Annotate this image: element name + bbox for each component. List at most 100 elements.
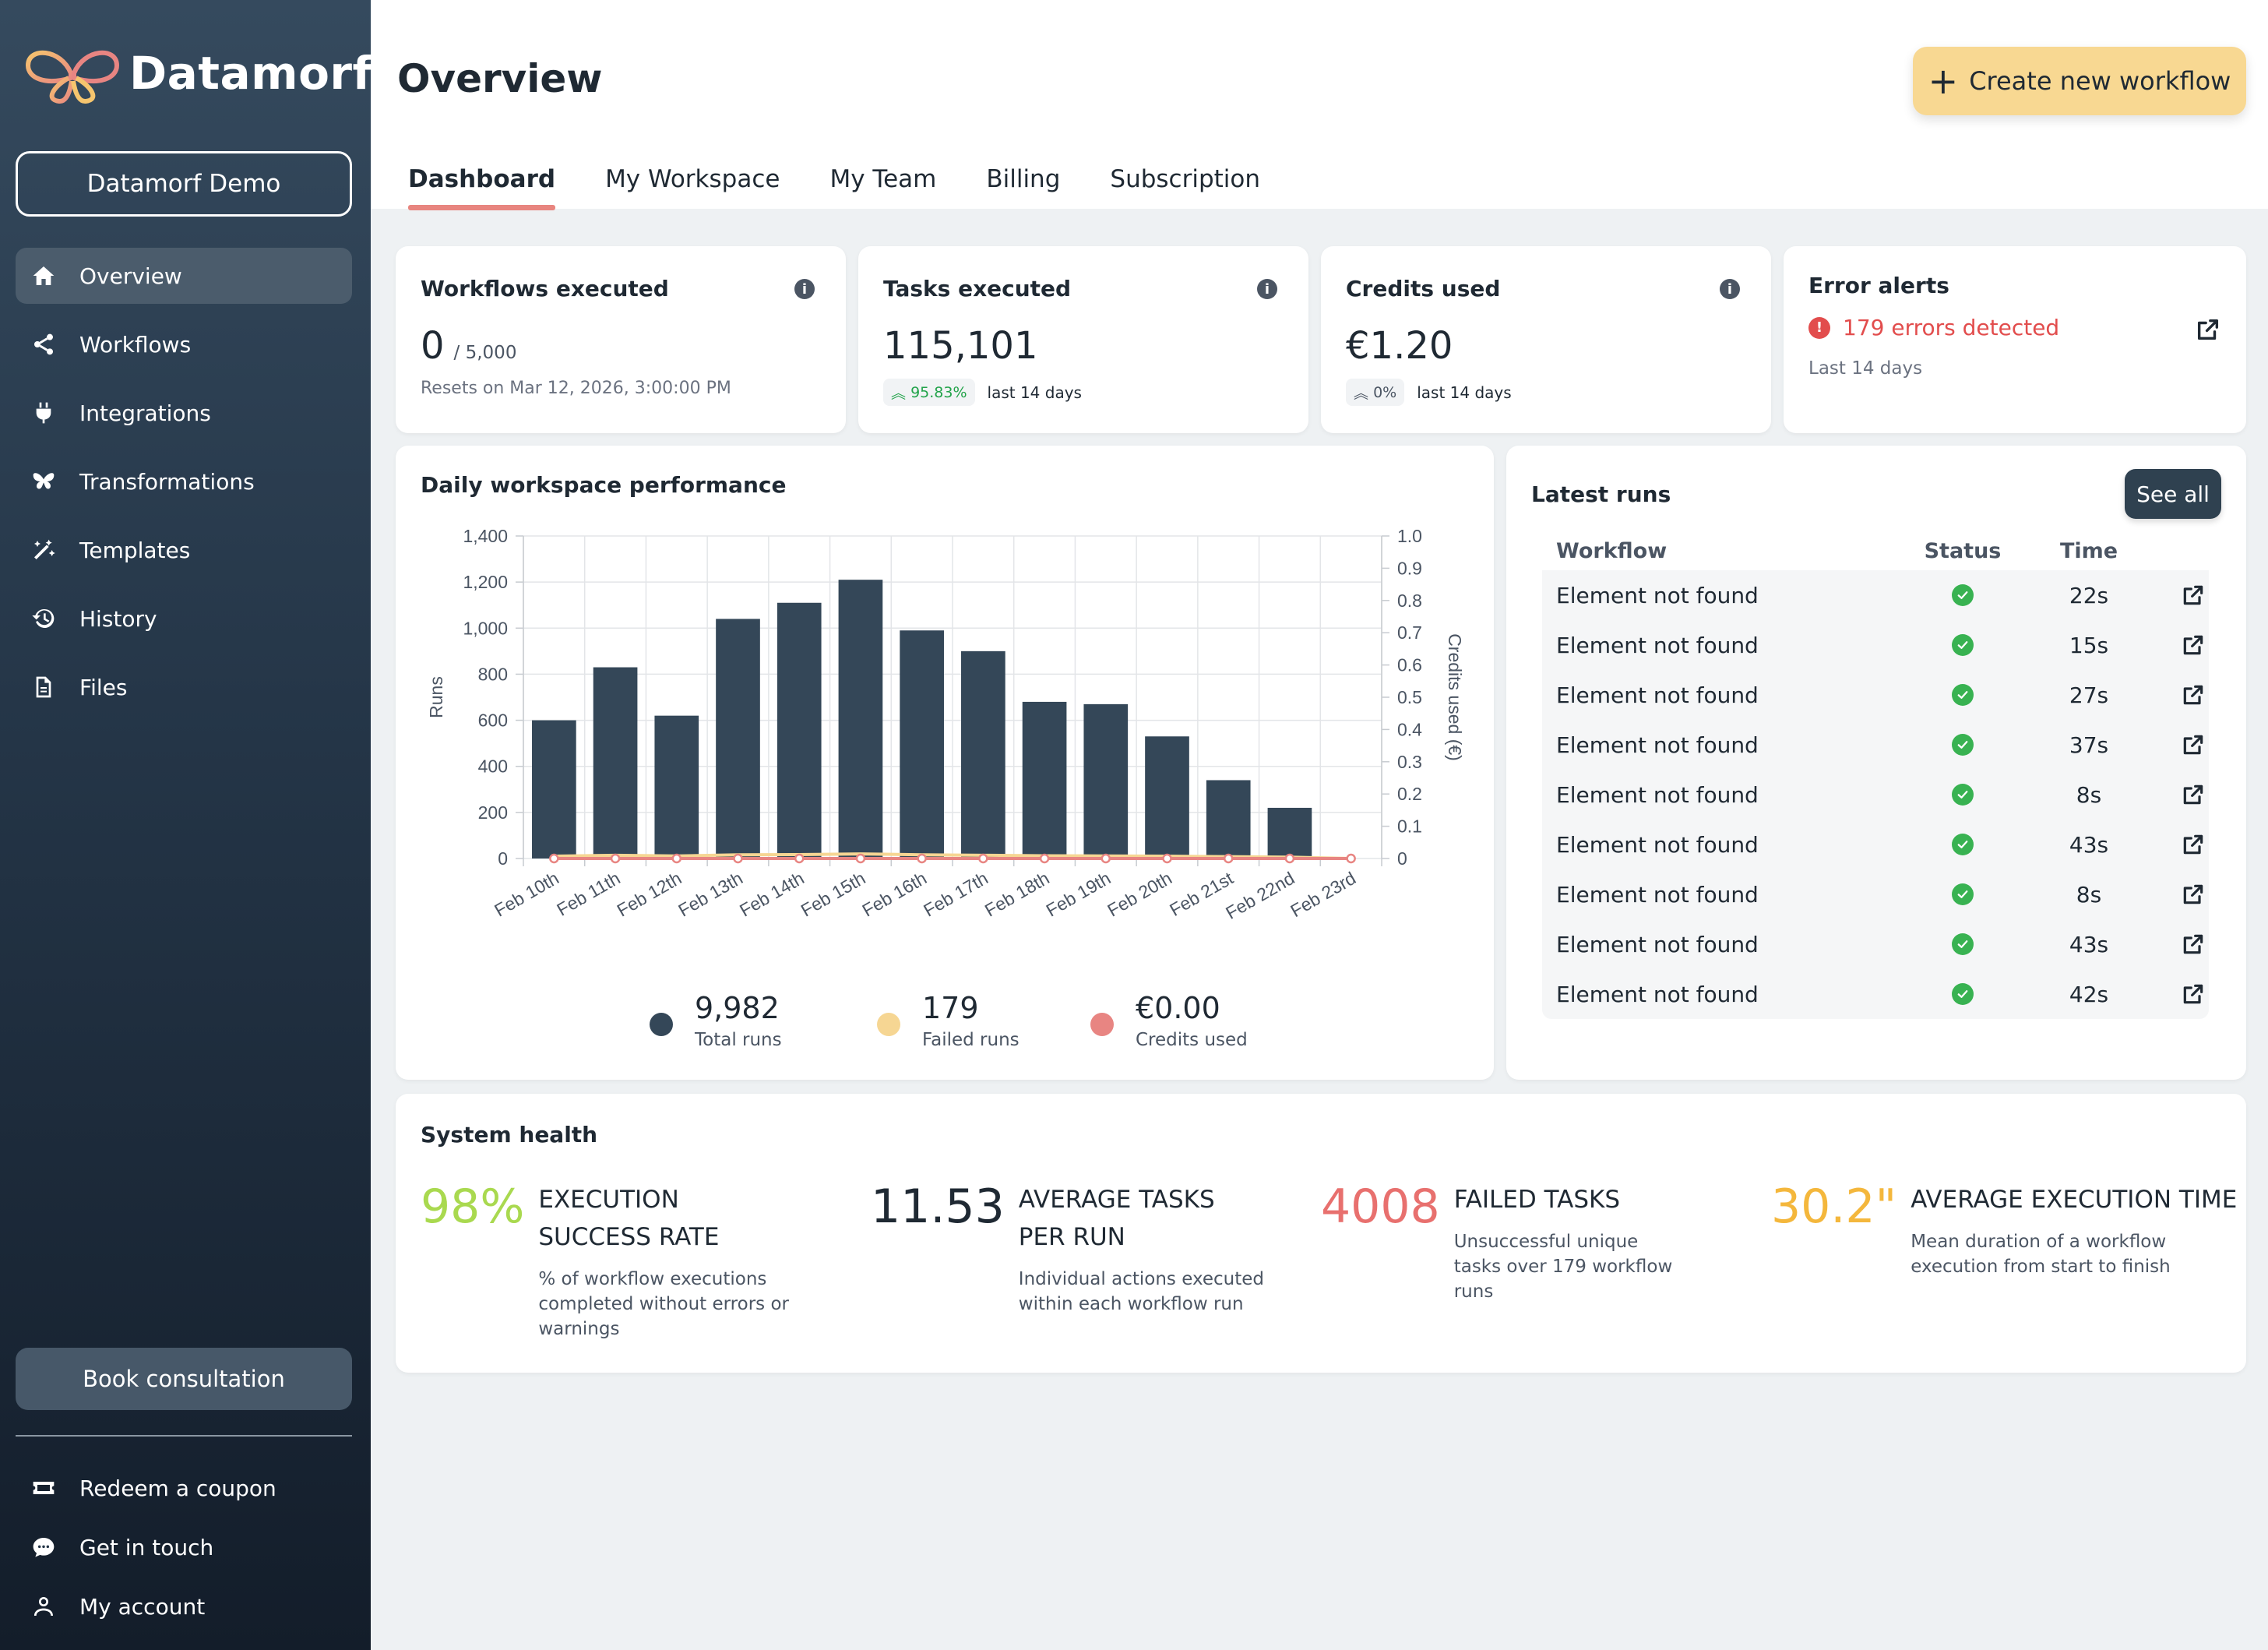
workflows-executed-card: Workflows executed i 0 / 5,000 Resets on … bbox=[396, 246, 846, 433]
value-number: 0 bbox=[421, 324, 445, 368]
sidebar-nav: Overview Workflows Integrations Transfor… bbox=[16, 248, 352, 728]
info-icon[interactable]: i bbox=[1257, 279, 1277, 299]
table-row[interactable]: Element not found 22s bbox=[1542, 570, 2209, 620]
table-row[interactable]: Element not found 27s bbox=[1542, 670, 2209, 720]
status-cell bbox=[1907, 883, 2019, 905]
create-workflow-button[interactable]: + Create new workflow bbox=[1913, 47, 2246, 115]
ticket-icon bbox=[28, 1472, 59, 1504]
double-chevron-up-icon: ︽ bbox=[891, 385, 907, 402]
book-consultation-button[interactable]: Book consultation bbox=[16, 1348, 352, 1410]
sidebar-item-overview[interactable]: Overview bbox=[16, 248, 352, 304]
table-row[interactable]: Element not found 8s bbox=[1542, 770, 2209, 820]
sidebar-item-transformations[interactable]: Transformations bbox=[16, 453, 352, 509]
table-row[interactable]: Element not found 15s bbox=[1542, 620, 2209, 670]
x-tick-label: Feb 13th bbox=[674, 868, 746, 921]
credits-point bbox=[610, 853, 621, 864]
card-title: Tasks executed bbox=[883, 276, 1072, 301]
y2-tick-label: 0.2 bbox=[1397, 784, 1422, 804]
error-count[interactable]: ! 179 errors detected bbox=[1808, 315, 2059, 340]
sidebar-bottom-nav: Redeem a coupon Get in touch My account bbox=[16, 1461, 352, 1639]
legend-value: 9,982 bbox=[695, 991, 780, 1025]
latest-runs-table: Workflow Status Time Element not found 22… bbox=[1542, 531, 2209, 1019]
y-axis-label: Runs bbox=[426, 676, 446, 718]
x-tick-label: Feb 18th bbox=[981, 868, 1053, 921]
see-all-button[interactable]: See all bbox=[2125, 469, 2221, 519]
card-title: Error alerts bbox=[1808, 273, 1949, 298]
card-title: Workflows executed bbox=[421, 276, 669, 301]
workflow-name: Element not found bbox=[1556, 682, 1759, 708]
external-link-icon[interactable] bbox=[2159, 633, 2206, 658]
external-link-icon[interactable] bbox=[2195, 316, 2221, 343]
workspace-switcher-button[interactable]: Datamorf Demo bbox=[16, 151, 352, 217]
sidebar-item-templates[interactable]: Templates bbox=[16, 522, 352, 578]
external-link-icon[interactable] bbox=[2159, 782, 2206, 807]
tab-bar: Dashboard My Workspace My Team Billing S… bbox=[408, 165, 1310, 210]
external-link-icon[interactable] bbox=[2159, 932, 2206, 957]
tab-subscription[interactable]: Subscription bbox=[1110, 165, 1261, 193]
tasks-executed-card: Tasks executed i 115,101 ︽ 95.83% last 1… bbox=[858, 246, 1308, 433]
butterfly-icon bbox=[28, 466, 59, 497]
external-link-icon[interactable] bbox=[2159, 732, 2206, 757]
table-row[interactable]: Element not found 42s bbox=[1542, 969, 2209, 1019]
file-icon bbox=[28, 672, 59, 703]
status-cell bbox=[1907, 933, 2019, 955]
y-tick-label: 800 bbox=[478, 664, 508, 684]
credits-point bbox=[794, 853, 805, 864]
sidebar-item-history[interactable]: History bbox=[16, 591, 352, 647]
credits-used-value: €1.20 bbox=[1346, 324, 1453, 368]
alert-icon: ! bbox=[1808, 316, 1830, 339]
bar-total-runs bbox=[1267, 807, 1312, 858]
bar-total-runs bbox=[593, 667, 638, 858]
credits-point bbox=[1101, 853, 1111, 864]
credits-point bbox=[671, 853, 682, 864]
sidebar-item-workflows[interactable]: Workflows bbox=[16, 316, 352, 372]
health-success-rate: 98% EXECUTION SUCCESS RATE % of workflow … bbox=[421, 1181, 795, 1342]
tab-my-workspace[interactable]: My Workspace bbox=[605, 165, 780, 193]
table-row[interactable]: Element not found 43s bbox=[1542, 919, 2209, 969]
page-title: Overview bbox=[397, 56, 603, 101]
credits-point bbox=[1346, 853, 1356, 864]
table-row[interactable]: Element not found 43s bbox=[1542, 820, 2209, 869]
info-icon[interactable]: i bbox=[794, 279, 815, 299]
info-icon[interactable]: i bbox=[1720, 279, 1740, 299]
external-link-icon[interactable] bbox=[2159, 982, 2206, 1007]
tab-dashboard[interactable]: Dashboard bbox=[408, 165, 556, 210]
credits-point bbox=[1284, 853, 1295, 864]
legend-dot bbox=[650, 1013, 673, 1036]
sidebar-item-label: Templates bbox=[79, 537, 191, 563]
external-link-icon[interactable] bbox=[2159, 682, 2206, 707]
check-circle-icon bbox=[1952, 584, 1974, 606]
run-time: 42s bbox=[2069, 981, 2109, 1007]
workflow-name: Element not found bbox=[1556, 632, 1759, 658]
health-avg-exec-time: 30.2" AVERAGE EXECUTION TIME Mean duratio… bbox=[1771, 1181, 2238, 1279]
tab-billing[interactable]: Billing bbox=[986, 165, 1061, 193]
bar-total-runs bbox=[532, 720, 576, 858]
sidebar-item-files[interactable]: Files bbox=[16, 659, 352, 715]
double-chevron-up-icon: ︽ bbox=[1354, 385, 1369, 402]
sidebar: Datamorf Datamorf Demo Overview Workflow… bbox=[0, 0, 372, 1650]
legend-label: Total runs bbox=[695, 1030, 782, 1050]
external-link-icon[interactable] bbox=[2159, 832, 2206, 857]
external-link-icon[interactable] bbox=[2159, 882, 2206, 907]
sidebar-item-label: Get in touch bbox=[79, 1534, 214, 1560]
credits-point bbox=[1223, 853, 1234, 864]
logo[interactable]: Datamorf bbox=[22, 42, 372, 104]
create-workflow-label: Create new workflow bbox=[1969, 66, 2231, 96]
table-header: Workflow Status Time bbox=[1542, 531, 2209, 570]
error-message: 179 errors detected bbox=[1843, 315, 2060, 340]
credits-point bbox=[1162, 853, 1172, 864]
sidebar-item-integrations[interactable]: Integrations bbox=[16, 385, 352, 441]
workflow-name: Element not found bbox=[1556, 582, 1759, 608]
magic-wand-icon bbox=[28, 534, 59, 566]
y2-tick-label: 0.7 bbox=[1397, 622, 1422, 643]
table-row[interactable]: Element not found 8s bbox=[1542, 869, 2209, 919]
external-link-icon[interactable] bbox=[2159, 583, 2206, 608]
sidebar-item-redeem-coupon[interactable]: Redeem a coupon bbox=[16, 1461, 352, 1514]
y2-tick-label: 0.4 bbox=[1397, 719, 1422, 739]
tab-my-team[interactable]: My Team bbox=[829, 165, 937, 193]
table-row[interactable]: Element not found 37s bbox=[1542, 720, 2209, 770]
sidebar-item-my-account[interactable]: My account bbox=[16, 1580, 352, 1633]
health-heading: AVERAGE TASKS PER RUN bbox=[1018, 1186, 1215, 1251]
y2-axis-label: Credits used (€) bbox=[1445, 633, 1465, 761]
sidebar-item-get-in-touch[interactable]: Get in touch bbox=[16, 1521, 352, 1574]
